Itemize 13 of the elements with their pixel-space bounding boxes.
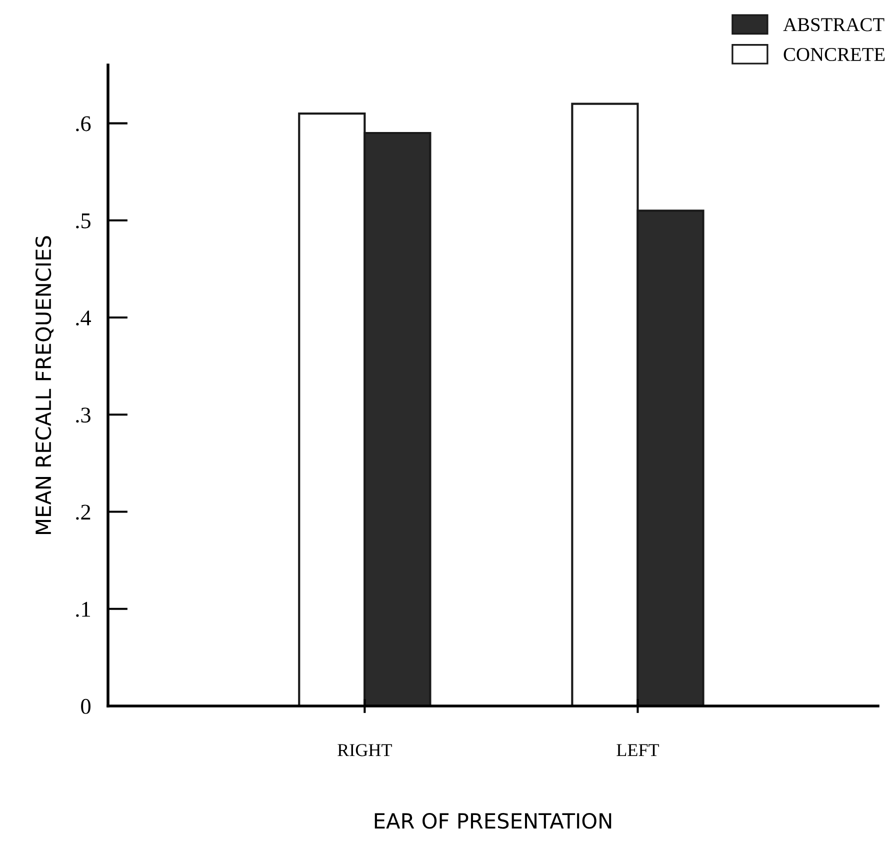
y-axis-title: MEAN RECALL FREQUENCIES (35, 236, 54, 534)
x-tick-label: LEFT (616, 744, 659, 756)
y-tick-label: .3 (76, 408, 90, 423)
y-tick-label: .4 (76, 310, 91, 326)
y-tick-label: 0 (81, 698, 90, 714)
y-tick-label: .2 (76, 504, 90, 520)
x-axis-title: EAR OF PRESENTATION (374, 813, 612, 829)
y-tick-label: .5 (76, 214, 90, 228)
y-tick-label: .1 (76, 602, 90, 617)
y-tick-label: .6 (76, 116, 91, 132)
legend-label: CONCRETE (784, 48, 885, 62)
x-tick-label: RIGHT (338, 744, 392, 756)
legend-label: ABSTRACT (783, 18, 884, 32)
